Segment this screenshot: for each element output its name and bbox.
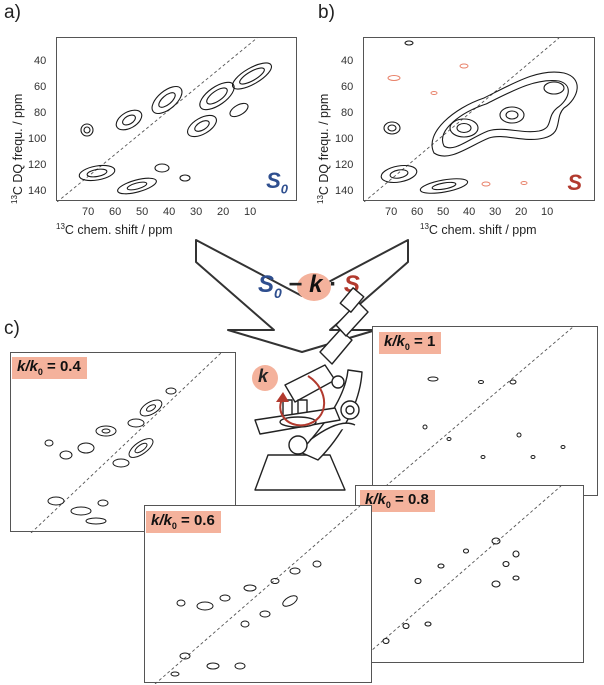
x-tick-a-70: 70 — [82, 206, 95, 218]
s-label: S — [567, 170, 582, 195]
x-tick-b-60: 60 — [411, 206, 424, 218]
panel-label-b: b) — [318, 2, 335, 23]
x-tick-a-60: 60 — [109, 206, 122, 218]
formula-s: S — [343, 271, 360, 298]
formula-s0: S0 — [258, 271, 282, 301]
panel-label-a: a) — [4, 2, 21, 23]
spectrum-contours-s0 — [57, 38, 273, 202]
spectrum-contours-k1 — [373, 327, 574, 497]
y-tick-a-100: 100 — [28, 133, 47, 145]
y-tick-b-100: 100 — [335, 133, 354, 145]
formula-dot: · — [329, 271, 338, 298]
y-tick-a-120: 120 — [28, 159, 47, 171]
x-axis-label-b: 13C chem. shift / ppm — [420, 222, 537, 238]
spectrum-plot-k04 — [10, 352, 236, 533]
y-axis-label-b: 13C DQ frequ. / ppm — [316, 93, 332, 204]
spectrum-contours-k08 — [356, 486, 562, 664]
microscope-k-label: k — [258, 366, 269, 386]
spectrum-plot-k1 — [372, 326, 598, 497]
formula-k: k — [309, 271, 323, 298]
badge-k-08: k/k0 = 0.8 — [360, 490, 435, 512]
y-axis-label-a: 13C DQ frequ. / ppm — [10, 93, 26, 204]
x-tick-b-30: 30 — [489, 206, 502, 218]
badge-k-06: k/k0 = 0.6 — [146, 511, 221, 533]
spectrum-plot-k06 — [144, 505, 372, 684]
formula-minus: − — [288, 271, 303, 298]
s0-label: S0 — [266, 167, 288, 196]
x-tick-b-50: 50 — [437, 206, 450, 218]
x-tick-a-40: 40 — [163, 206, 176, 218]
x-tick-b-70: 70 — [385, 206, 398, 218]
y-tick-a-140: 140 — [28, 185, 47, 197]
y-tick-b-60: 60 — [341, 81, 354, 93]
y-tick-a-80: 80 — [34, 107, 47, 119]
badge-k-04: k/k0 = 0.4 — [12, 357, 87, 379]
x-tick-a-20: 20 — [217, 206, 230, 218]
y-tick-b-140: 140 — [335, 185, 354, 197]
x-tick-b-10: 10 — [541, 206, 554, 218]
x-tick-a-50: 50 — [136, 206, 149, 218]
panel-label-c: c) — [4, 318, 20, 339]
y-tick-b-40: 40 — [341, 55, 354, 67]
spectrum-plot-s: S — [363, 37, 595, 202]
spectrum-contours-k06 — [154, 506, 361, 684]
y-tick-b-80: 80 — [341, 107, 354, 119]
y-tick-b-120: 120 — [335, 159, 354, 171]
badge-k-1: k/k0 = 1 — [379, 332, 442, 354]
x-tick-a-10: 10 — [244, 206, 257, 218]
y-tick-a-40: 40 — [34, 55, 47, 67]
y-tick-a-60: 60 — [34, 81, 47, 93]
x-tick-b-40: 40 — [463, 206, 476, 218]
spectrum-plot-s0: S0 — [56, 37, 297, 202]
spectrum-contours-k04 — [30, 353, 222, 533]
spectrum-contours-s — [364, 38, 578, 202]
x-axis-label-a: 13C chem. shift / ppm — [56, 222, 173, 238]
x-tick-a-30: 30 — [190, 206, 203, 218]
x-tick-b-20: 20 — [515, 206, 528, 218]
formula: S0 − k · S — [258, 271, 360, 301]
